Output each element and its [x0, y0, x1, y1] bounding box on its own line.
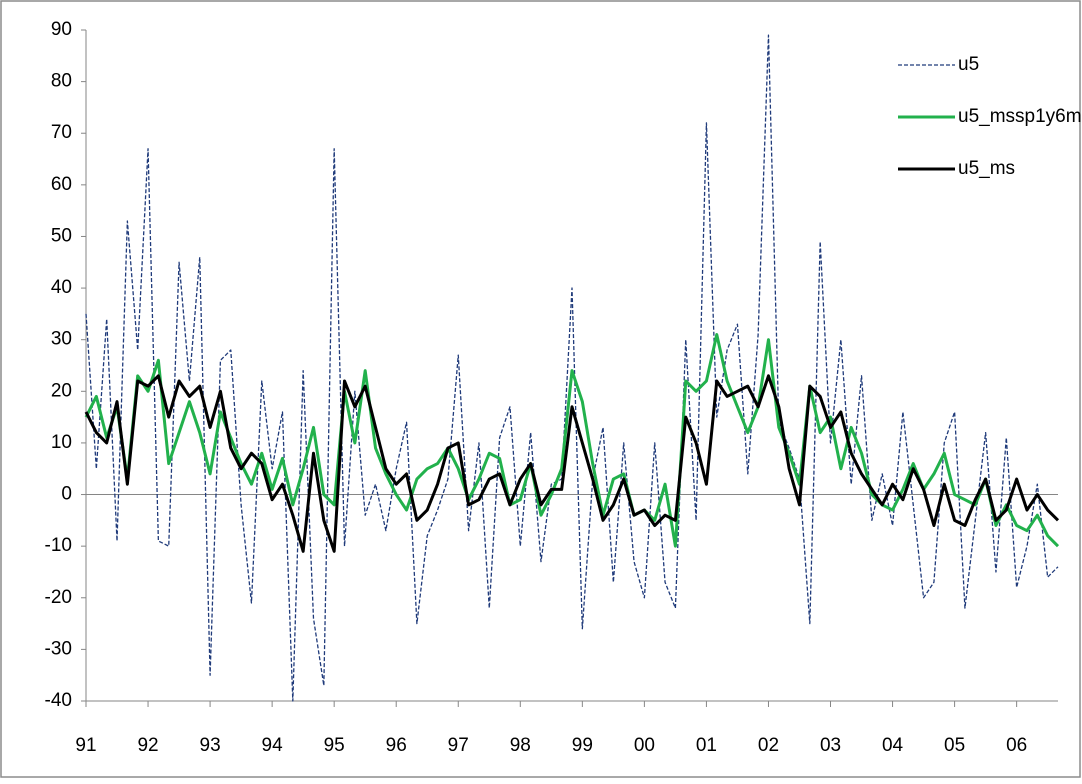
- x-tick-label: 93: [200, 735, 221, 756]
- y-tick-label: 60: [51, 174, 72, 195]
- series-line: [84, 333, 1060, 548]
- y-tick-label: -20: [45, 587, 72, 608]
- x-tick-label: 01: [696, 735, 717, 756]
- y-tick-label: 50: [51, 225, 72, 246]
- x-tick-label: 95: [324, 735, 345, 756]
- legend-label: u5_mssp1y6m: [958, 106, 1082, 127]
- y-tick-label: 40: [51, 277, 72, 298]
- legend-label: u5: [958, 54, 979, 75]
- x-tick-label: 97: [448, 735, 469, 756]
- x-tick-label: 98: [510, 735, 531, 756]
- x-tick-label: 06: [1006, 735, 1027, 756]
- y-tick-label: -10: [45, 535, 72, 556]
- y-tick-label: 80: [51, 71, 72, 92]
- x-tick-label: 00: [634, 735, 655, 756]
- y-tick-label: 30: [51, 329, 72, 350]
- y-tick-label: 90: [51, 19, 72, 40]
- x-tick-label: 91: [75, 735, 96, 756]
- legend-label: u5_ms: [958, 158, 1015, 179]
- x-tick-label: 96: [386, 735, 407, 756]
- series-line: [84, 374, 1060, 553]
- y-tick-label: 20: [51, 380, 72, 401]
- x-tick-label: 03: [820, 735, 841, 756]
- y-tick-label: 70: [51, 122, 72, 143]
- x-tick-label: 99: [572, 735, 593, 756]
- y-tick-label: 0: [61, 484, 72, 505]
- y-tick-label: -30: [45, 638, 72, 659]
- y-tick-label: 10: [51, 432, 72, 453]
- x-tick-label: 92: [137, 735, 158, 756]
- x-tick-label: 94: [262, 735, 284, 756]
- x-tick-label: 05: [944, 735, 965, 756]
- x-tick-label: 02: [758, 735, 779, 756]
- y-tick-label: -40: [45, 690, 72, 711]
- x-tick-label: 04: [882, 735, 904, 756]
